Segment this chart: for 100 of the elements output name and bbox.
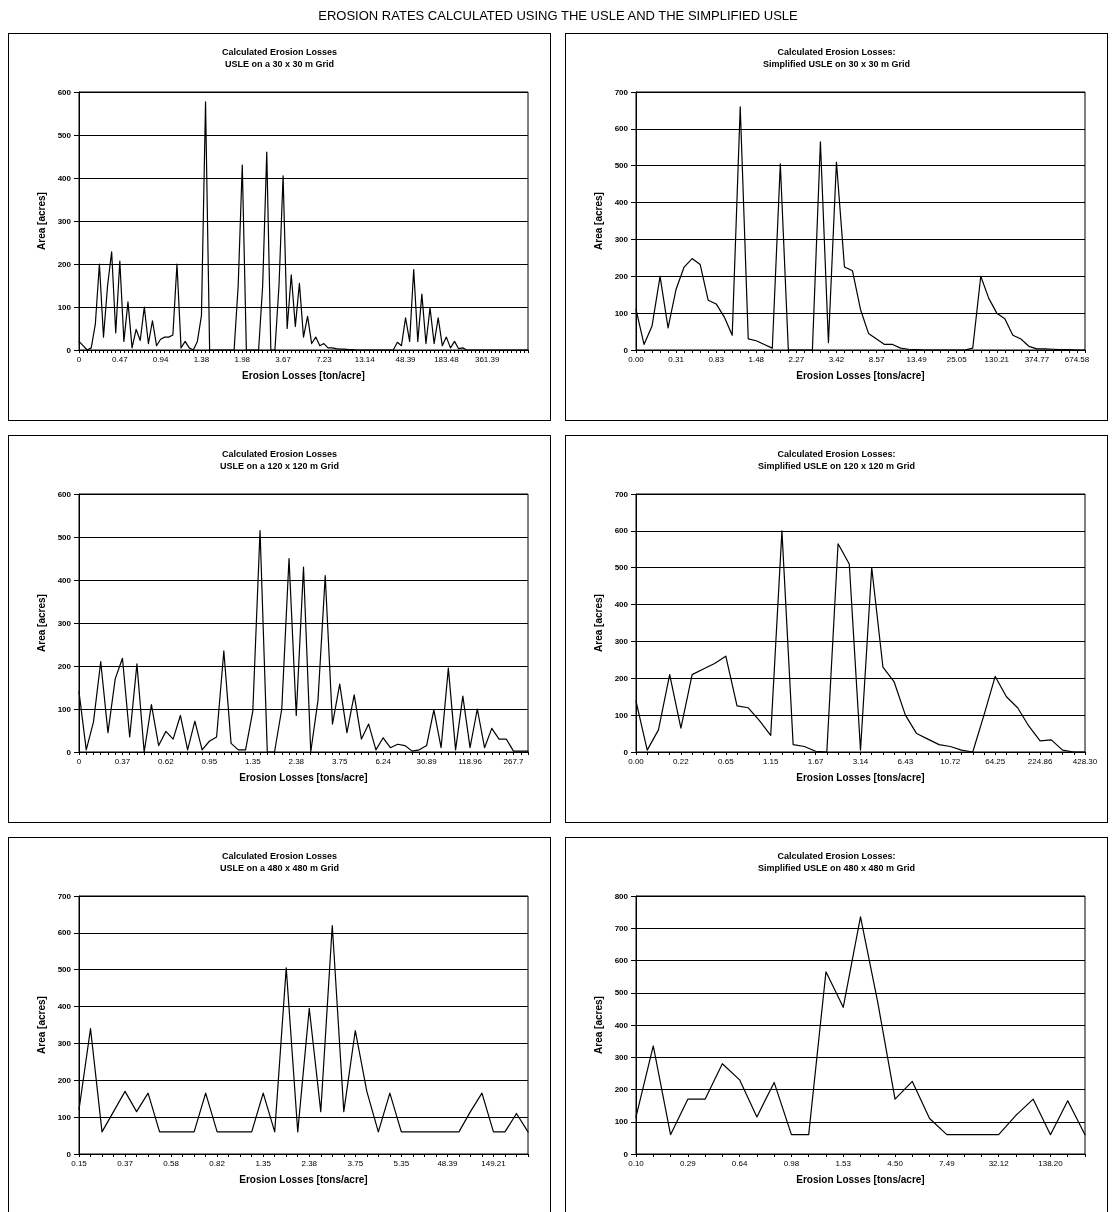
x-tick-label: 0.37 [114,756,131,766]
chart-title: Calculated Erosion Losses: [777,448,896,459]
chart-subtitle: USLE on a 480 x 480 m Grid [219,862,340,873]
x-tick-label: 0.47 [112,354,129,364]
x-axis-title: Erosion Losses [tons/acre] [796,369,925,381]
x-tick-label: 3.67 [275,354,292,364]
x-tick-label: 183.48 [434,354,460,364]
x-tick-label: 6.24 [375,756,392,766]
x-axis-title: Erosion Losses [tons/acre] [239,771,368,783]
y-tick-label: 0 [623,345,629,355]
y-tick-label: 0 [66,1149,72,1159]
y-tick-label: 600 [57,87,72,97]
y-tick-label: 700 [57,891,72,901]
x-tick-label: 118.96 [458,756,483,766]
y-tick-label: 500 [614,988,629,998]
y-tick-label: 700 [614,923,629,933]
y-tick-label: 300 [57,1038,72,1048]
chart-subtitle: Simplified USLE on 30 x 30 m Grid [762,58,911,69]
y-tick-label: 700 [614,489,629,499]
x-tick-label: 1.38 [193,354,210,364]
y-tick-label: 600 [57,489,72,499]
y-tick-label: 100 [614,1117,629,1127]
y-tick-label: 400 [614,198,629,208]
x-tick-label: 0.15 [71,1158,88,1168]
y-tick-label: 300 [614,234,629,244]
x-tick-label: 267.7 [503,756,525,766]
x-tick-label: 0.37 [117,1158,134,1168]
y-axis-title: Area [acres] [593,996,605,1054]
y-tick-label: 300 [614,1052,629,1062]
x-tick-label: 0.64 [731,1158,748,1168]
x-tick-label: 4.50 [887,1158,904,1168]
y-tick-label: 0 [66,747,72,757]
chart-subtitle: USLE on a 30 x 30 m Grid [224,58,335,69]
y-tick-label: 300 [57,618,72,628]
chart-subtitle: USLE on a 120 x 120 m Grid [219,460,340,471]
y-tick-label: 400 [614,600,629,610]
x-tick-label: 1.67 [807,756,824,766]
chart-subtitle: Simplified USLE on 120 x 120 m Grid [757,460,916,471]
x-tick-label: 224.86 [1027,756,1053,766]
y-tick-label: 500 [57,130,72,140]
y-tick-label: 500 [57,532,72,542]
y-tick-label: 600 [614,124,629,134]
x-tick-label: 1.98 [234,354,251,364]
x-tick-label: 2.38 [288,756,305,766]
y-axis-title: Area [acres] [36,594,48,652]
y-tick-label: 0 [623,1149,629,1159]
y-tick-label: 100 [57,704,72,714]
x-tick-label: 10.72 [940,756,961,766]
x-tick-label: 0.65 [718,756,735,766]
x-tick-label: 48.39 [395,354,417,364]
chart-title: Calculated Erosion Losses [221,448,338,459]
x-tick-label: 1.48 [748,354,765,364]
x-tick-label: 1.35 [255,1158,272,1168]
x-tick-label: 2.38 [301,1158,318,1168]
x-tick-label: 130.21 [984,354,1010,364]
y-tick-label: 500 [614,161,629,171]
x-tick-label: 374.77 [1024,354,1050,364]
y-tick-label: 200 [614,1085,629,1094]
x-tick-label: 0.94 [152,354,169,364]
text: EROSION RATES CALCULATED USING THE USLE AND THE SIMPLIFIED USLE [317,8,799,23]
x-tick-label: 30.89 [416,756,438,766]
x-tick-label: 0.10 [628,1158,645,1168]
y-tick-label: 100 [57,1112,72,1122]
y-tick-label: 500 [614,563,629,573]
x-tick-label: 0.22 [673,756,690,766]
x-tick-label: 1.15 [762,756,780,766]
x-axis-title: Erosion Losses [tons/acre] [796,771,925,783]
x-tick-label: 0 [76,756,82,766]
chart-title: Calculated Erosion Losses: [777,850,896,861]
y-tick-label: 0 [66,345,72,355]
x-tick-label: 3.75 [347,1158,364,1168]
chart-title: Calculated Erosion Losses [221,46,338,57]
y-tick-label: 200 [57,1075,72,1085]
x-tick-label: 7.23 [316,354,333,364]
x-tick-label: 0.82 [209,1158,226,1168]
y-tick-label: 600 [57,928,72,938]
y-axis-title: Area [acres] [593,594,605,652]
x-tick-label: 5.35 [393,1158,410,1168]
y-tick-label: 600 [614,526,629,536]
chart-subtitle: Simplified USLE on 480 x 480 m Grid [757,862,916,873]
x-tick-label: 0.62 [158,756,175,766]
x-tick-label: 0.29 [680,1158,697,1168]
x-tick-label: 0 [76,354,82,364]
x-tick-label: 1.53 [835,1158,852,1168]
x-tick-label: 64.25 [985,756,1006,766]
y-tick-label: 0 [623,747,629,757]
x-tick-label: 25.05 [946,354,968,364]
x-tick-label: 428.30 [1072,756,1098,766]
x-tick-label: 3.14 [852,756,869,766]
chart-title: Calculated Erosion Losses [221,850,338,861]
y-tick-label: 100 [614,710,629,720]
x-tick-label: 32.12 [988,1158,1010,1168]
chart-title: Calculated Erosion Losses: [777,46,896,57]
x-tick-label: 0.31 [668,354,685,364]
y-tick-label: 700 [614,87,629,97]
x-axis-title: Erosion Losses [tons/acre] [796,1173,925,1185]
y-tick-label: 200 [57,259,72,269]
y-tick-label: 100 [57,302,72,312]
x-tick-label: 138.20 [1038,1158,1064,1168]
x-tick-label: 3.75 [331,756,349,766]
